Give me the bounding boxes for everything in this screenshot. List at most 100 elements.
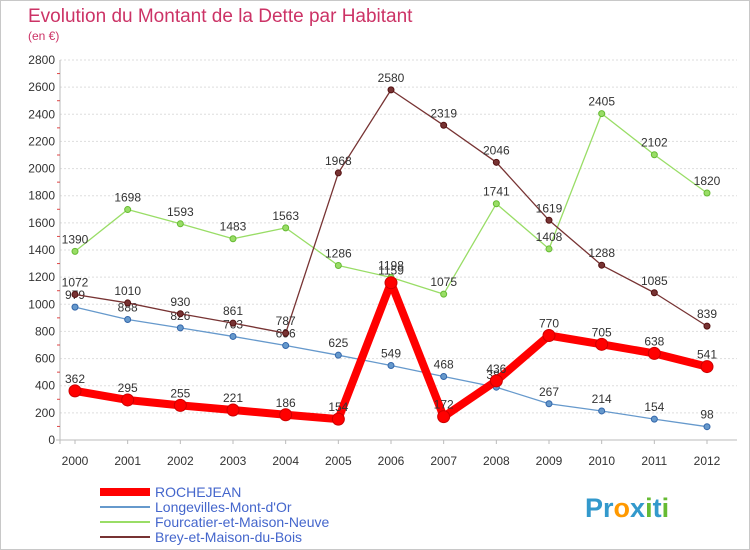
y-tick-label-0: 0 xyxy=(48,433,55,447)
series-2-label-9: 1408 xyxy=(536,230,563,244)
proxiti-logo: Proxiti xyxy=(585,493,669,523)
y-tick-label-10: 2000 xyxy=(28,162,55,176)
x-tick-label-10: 2010 xyxy=(588,454,615,468)
series-1-point-10 xyxy=(598,407,606,415)
series-3-label-10: 1288 xyxy=(588,246,615,260)
series-3-label-4: 787 xyxy=(276,314,296,328)
series-0-point-0 xyxy=(68,384,82,398)
y-tick-label-9: 1800 xyxy=(28,189,55,203)
series-2-label-10: 2405 xyxy=(588,95,615,109)
chart-subtitle: (en €) xyxy=(28,29,59,43)
series-3-label-9: 1619 xyxy=(536,201,563,215)
series-3-point-12 xyxy=(703,322,711,330)
series-1-point-12 xyxy=(703,423,711,431)
series-2-label-5: 1286 xyxy=(325,246,352,260)
series-1-point-3 xyxy=(229,332,237,340)
axes xyxy=(56,60,737,444)
y-tick-label-1: 200 xyxy=(35,406,55,420)
series-2-point-3 xyxy=(229,235,237,243)
x-tick-label-3: 2003 xyxy=(220,454,247,468)
series-2-label-11: 2102 xyxy=(641,136,668,150)
legend-label-2: Fourcatier-et-Maison-Neuve xyxy=(155,514,329,530)
series-2-label-12: 1820 xyxy=(694,174,721,188)
series-2-point-9 xyxy=(545,245,553,253)
x-tick-label-5: 2005 xyxy=(325,454,352,468)
series-0-label-8: 436 xyxy=(486,362,506,376)
series-2-point-7 xyxy=(440,290,448,298)
series-1-label-6: 549 xyxy=(381,346,401,360)
series-0-label-4: 186 xyxy=(276,396,296,410)
series-0-point-6 xyxy=(384,276,398,290)
series-1-point-11 xyxy=(650,415,658,423)
series-3-label-11: 1085 xyxy=(641,274,668,288)
series-2-label-8: 1741 xyxy=(483,185,510,199)
x-tick-label-1: 2001 xyxy=(114,454,141,468)
series-3-point-10 xyxy=(598,261,606,269)
series-0-label-1: 295 xyxy=(118,381,138,395)
series-3-label-0: 1072 xyxy=(62,276,89,290)
chart-title: Evolution du Montant de la Dette par Hab… xyxy=(28,6,413,27)
series-layer: 9798888267636966255494683892672141549813… xyxy=(62,71,721,431)
series-0: 362 295 255 221 186 154 1159 172 436 770 705 638 541 xyxy=(65,264,717,426)
proxiti-logo-text: Proxiti xyxy=(585,493,669,523)
series-3-label-8: 2046 xyxy=(483,143,510,157)
series-2-point-2 xyxy=(176,220,184,228)
series-1: 97988882676369662554946838926721415498 xyxy=(65,288,714,431)
series-1-point-1 xyxy=(124,315,132,323)
series-1-label-12: 98 xyxy=(700,408,714,422)
x-tick-label-4: 2004 xyxy=(272,454,299,468)
y-tick-label-2: 400 xyxy=(35,379,55,393)
series-1-label-9: 267 xyxy=(539,385,559,399)
series-3-point-9 xyxy=(545,216,553,224)
series-2-point-12 xyxy=(703,189,711,197)
y-tick-label-7: 1400 xyxy=(28,243,55,257)
series-2-label-1: 1698 xyxy=(114,191,141,205)
x-tick-label-8: 2008 xyxy=(483,454,510,468)
series-0-point-8 xyxy=(489,374,503,388)
y-axis-ticks: 0 200 400 600 800 1000 1200 1400 1600 1800 2000 220… xyxy=(28,53,55,447)
series-0-label-2: 255 xyxy=(170,386,190,400)
series-0-point-1 xyxy=(121,393,135,407)
legend-label-0: ROCHEJEAN xyxy=(155,484,241,500)
series-2-point-8 xyxy=(492,200,500,208)
series-3-point-1 xyxy=(124,299,132,307)
series-1-label-11: 154 xyxy=(644,400,664,414)
series-3-label-7: 2319 xyxy=(430,106,457,120)
series-0-label-0: 362 xyxy=(65,372,85,386)
series-3-label-2: 930 xyxy=(170,295,190,309)
series-2-point-10 xyxy=(598,110,606,118)
series-3-label-12: 839 xyxy=(697,307,717,321)
series-0-point-9 xyxy=(542,329,556,342)
series-3-point-4 xyxy=(282,329,290,337)
series-3-label-3: 861 xyxy=(223,304,243,318)
series-2-point-1 xyxy=(124,206,132,214)
series-0-label-3: 221 xyxy=(223,391,243,405)
legend: ROCHEJEANLongevilles-Mont-d'OrFourcatier… xyxy=(100,484,329,545)
y-tick-label-11: 2200 xyxy=(28,134,55,148)
series-2-label-7: 1075 xyxy=(430,275,457,289)
legend-label-3: Brey-et-Maison-du-Bois xyxy=(155,529,302,545)
y-tick-label-6: 1200 xyxy=(28,270,55,284)
y-tick-label-3: 600 xyxy=(35,352,55,366)
series-1-point-4 xyxy=(282,342,290,350)
series-0-point-7 xyxy=(437,410,451,424)
x-tick-label-6: 2006 xyxy=(378,454,405,468)
series-1-point-5 xyxy=(334,351,342,359)
series-0-label-12: 541 xyxy=(697,348,717,362)
series-3-point-6 xyxy=(387,86,395,94)
legend-label-1: Longevilles-Mont-d'Or xyxy=(155,499,292,515)
series-2-point-11 xyxy=(650,151,658,159)
series-0-label-5: 154 xyxy=(328,400,348,414)
series-2-label-2: 1593 xyxy=(167,205,194,219)
series-1-label-7: 468 xyxy=(434,357,454,371)
y-tick-label-12: 2400 xyxy=(28,107,55,121)
y-tick-label-13: 2600 xyxy=(28,80,55,94)
series-2-label-0: 1390 xyxy=(62,232,89,246)
x-tick-label-7: 2007 xyxy=(430,454,457,468)
series-1-point-0 xyxy=(71,303,79,311)
series-1-point-9 xyxy=(545,400,553,408)
series-2-point-5 xyxy=(334,261,342,269)
series-0-label-9: 770 xyxy=(539,317,559,331)
series-3-point-7 xyxy=(440,121,448,129)
